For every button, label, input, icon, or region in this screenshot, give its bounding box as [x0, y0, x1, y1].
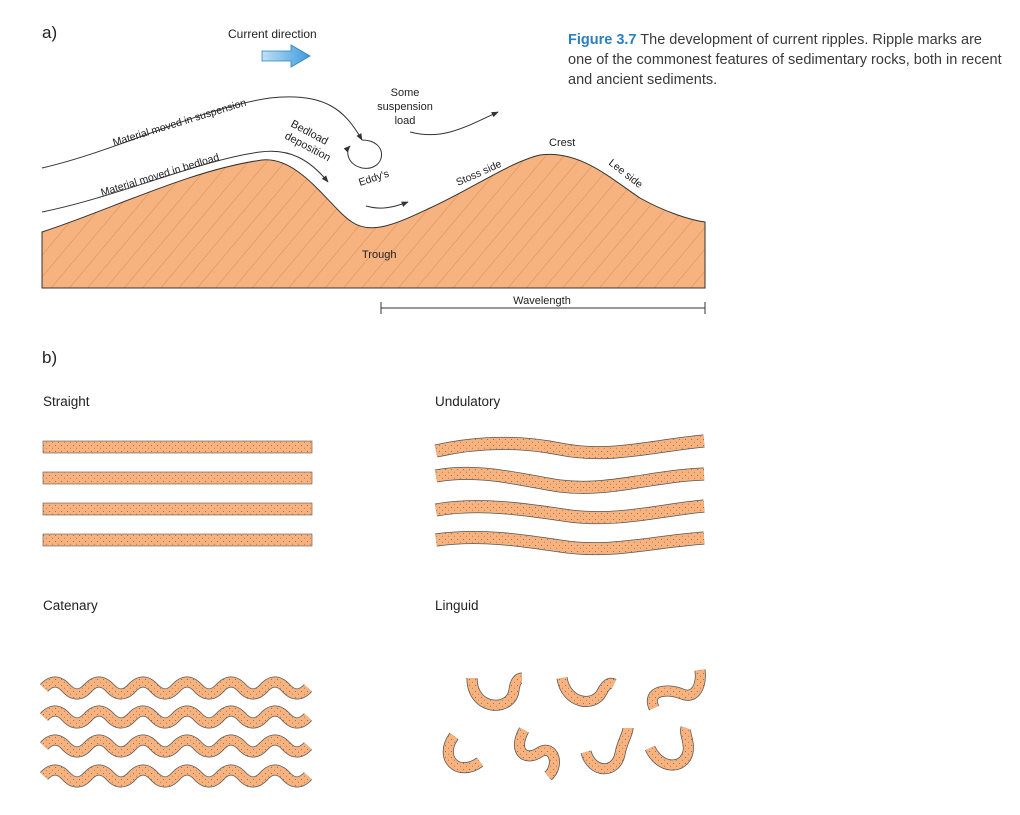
trough-flow-arrow [365, 201, 409, 209]
trough-label: Trough [362, 249, 396, 261]
eddy-loop [343, 139, 382, 169]
straight-ripple-band [42, 440, 313, 454]
straight-ripple-band [42, 502, 313, 516]
linguid-ripples [442, 669, 706, 781]
undulatory-label: Undulatory [435, 394, 501, 409]
material-suspension-label: Material moved in suspension [111, 97, 247, 149]
catenary-ripples [44, 676, 308, 782]
undulatory-ripples [434, 434, 705, 556]
crest-label: Crest [549, 137, 575, 149]
straight-ripple-band [42, 533, 313, 547]
wavelength-bracket [380, 302, 706, 314]
sediment-bed [41, 153, 706, 289]
suspension-flow-line-2 [409, 111, 499, 136]
caption-text: The development of current ripples. Ripp… [568, 32, 1002, 88]
current-direction-arrow [261, 44, 311, 68]
some-line3: load [395, 115, 416, 127]
figure-number: Figure 3.7 [568, 32, 637, 48]
straight-label: Straight [43, 394, 90, 409]
eddys-label: Eddy's [357, 168, 390, 189]
some-line1: Some [391, 87, 420, 99]
suspension-flow-line [41, 96, 363, 169]
some-line2: suspension [377, 101, 433, 113]
straight-ripples [42, 440, 313, 547]
straight-ripple-band [42, 471, 313, 485]
current-direction-label: Current direction [228, 27, 317, 41]
figure-caption: Figure 3.7 The development of current ri… [568, 30, 1008, 90]
linguid-label: Linguid [435, 598, 479, 613]
panel-label-b: b) [42, 348, 57, 367]
catenary-label: Catenary [43, 598, 98, 613]
panel-label-a: a) [42, 23, 57, 42]
wavelength-label: Wavelength [513, 295, 571, 307]
bedload-flow-line [41, 150, 329, 213]
